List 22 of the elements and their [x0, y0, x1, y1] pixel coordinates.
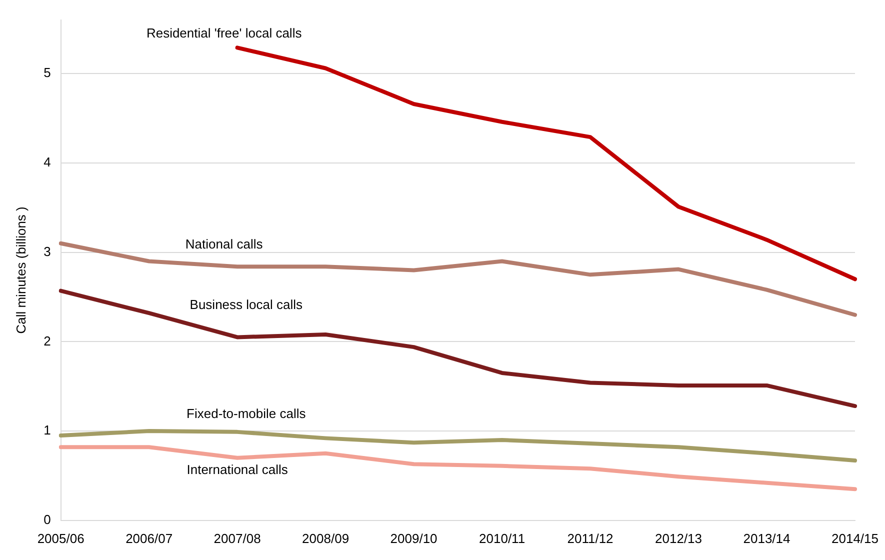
x-tick-label: 2012/13 [655, 530, 702, 546]
y-tick-label: 3 [44, 244, 51, 259]
x-tick-label: 2014/15 [832, 530, 878, 546]
x-tick-label: 2009/10 [390, 530, 438, 546]
x-tick-label: 2005/06 [37, 530, 84, 546]
series-label: National calls [185, 236, 264, 252]
y-axis-title: Call minutes (billions ) [13, 206, 28, 334]
series-label: Business local calls [190, 297, 303, 312]
y-tick-label: 5 [44, 65, 51, 80]
y-tick-label: 0 [44, 512, 51, 527]
series-label: Fixed-to-mobile calls [186, 406, 306, 421]
series-label: Residential 'free' local calls [146, 26, 302, 41]
x-tick-label: 2010/11 [479, 530, 526, 546]
y-tick-label: 1 [44, 422, 51, 438]
x-tick-label: 2006/07 [126, 530, 173, 546]
x-tick-label: 2008/09 [302, 530, 350, 546]
y-tick-label: 2 [44, 333, 51, 348]
x-tick-label: 2013/14 [743, 530, 790, 546]
y-tick-label: 4 [44, 154, 51, 170]
x-tick-label: 2011/12 [567, 530, 614, 546]
x-tick-label: 2007/08 [214, 530, 261, 546]
series-label: International calls [186, 462, 288, 477]
